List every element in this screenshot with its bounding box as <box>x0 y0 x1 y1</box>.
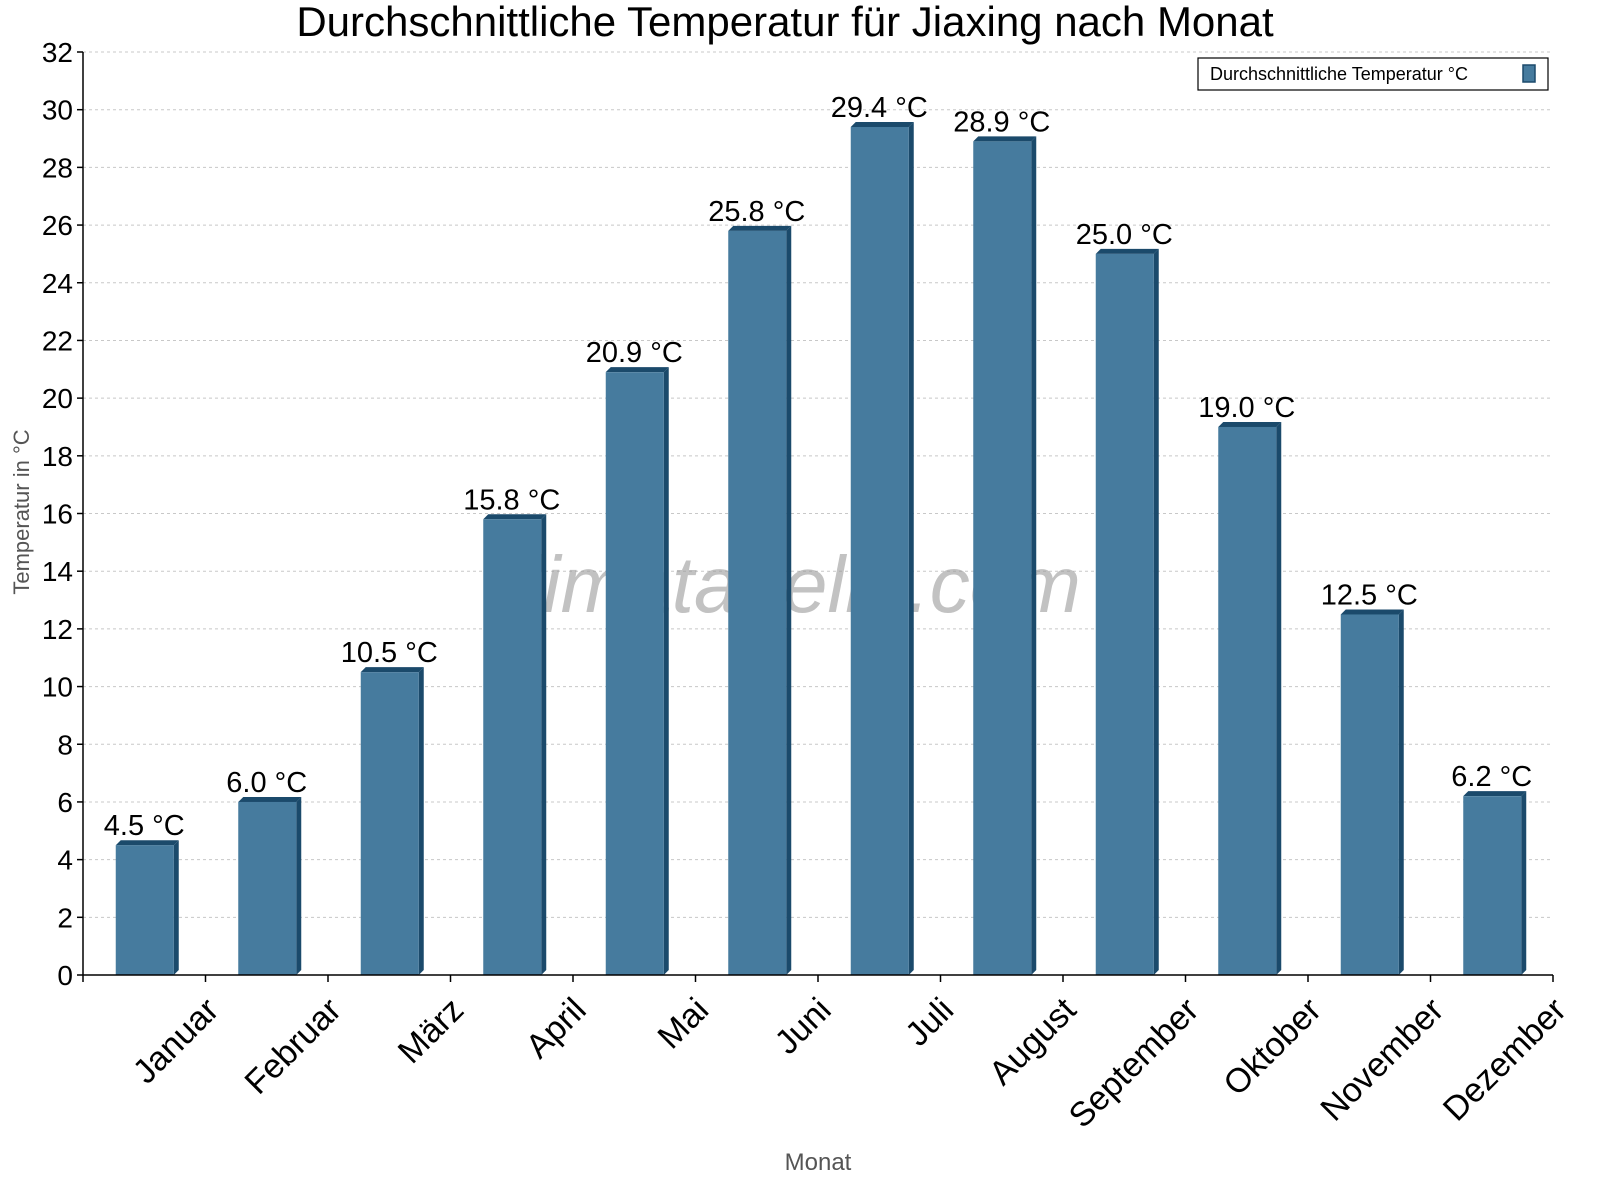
data-label: 6.0 °C <box>226 767 307 799</box>
y-tick-label: 0 <box>57 960 73 991</box>
legend: Durchschnittliche Temperatur °C <box>1197 57 1549 91</box>
bar-top <box>605 367 669 373</box>
bar-top <box>850 121 914 127</box>
x-tick-label: April <box>519 991 594 1066</box>
x-tick-label: März <box>391 991 471 1071</box>
bar-top <box>1340 609 1404 615</box>
bar-top <box>728 225 792 231</box>
bar-side <box>418 667 424 975</box>
x-tick-label: Mai <box>651 991 717 1057</box>
legend-box <box>1197 57 1549 91</box>
bar <box>1463 796 1522 975</box>
data-label: 19.0 °C <box>1198 392 1295 424</box>
y-tick-label: 32 <box>42 37 73 68</box>
bar <box>483 519 542 975</box>
y-tick-label: 20 <box>42 383 73 414</box>
y-tick-label: 24 <box>42 268 73 299</box>
data-label: 4.5 °C <box>104 810 185 842</box>
chart-title: Durchschnittliche Temperatur für Jiaxing… <box>296 0 1274 45</box>
legend-label: Durchschnittliche Temperatur °C <box>1210 64 1468 84</box>
bar-side <box>908 121 914 975</box>
bar <box>360 672 419 975</box>
data-label: 25.8 °C <box>708 196 805 228</box>
x-tick-label: November <box>1313 991 1451 1129</box>
bar-top <box>1463 791 1527 797</box>
bar-side <box>1276 421 1282 975</box>
x-tick-label: Februar <box>238 991 349 1102</box>
data-label: 15.8 °C <box>463 484 560 516</box>
gridlines <box>83 51 1553 918</box>
y-axis-label: Temperatur in °C <box>9 429 34 594</box>
y-tick-label: 28 <box>42 152 73 183</box>
bars: 4.5 °C 6.0 °C 10.5 °C 15.8 °C 20.9 °C 25.8 °C… <box>104 92 1532 976</box>
y-tick-label: 30 <box>42 95 73 126</box>
x-tick-label: September <box>1062 991 1206 1135</box>
bar-top <box>238 796 302 802</box>
bar <box>605 372 664 975</box>
x-tick-label: Juli <box>898 991 961 1054</box>
data-label: 10.5 °C <box>341 637 438 669</box>
data-label: 25.0 °C <box>1076 219 1173 251</box>
data-label: 6.2 °C <box>1451 761 1532 793</box>
bar-side <box>1398 609 1404 975</box>
y-tick-label: 18 <box>42 441 73 472</box>
x-tick-label: Oktober <box>1216 991 1328 1103</box>
bar <box>973 141 1032 975</box>
x-axis-label: Monat <box>785 1149 852 1176</box>
y-tick-label: 14 <box>42 556 73 587</box>
y-tick-label: 26 <box>42 210 73 241</box>
bar-top <box>483 514 547 520</box>
bar-side <box>541 514 547 975</box>
bar <box>1340 614 1399 975</box>
bar-side <box>1521 791 1527 975</box>
data-label: 20.9 °C <box>586 337 683 369</box>
bar-side <box>786 225 792 976</box>
bar-side <box>1153 248 1159 975</box>
bar-top <box>1218 421 1282 427</box>
bar-top <box>115 840 179 846</box>
y-tick-label: 2 <box>57 902 73 933</box>
y-tick-label: 8 <box>57 729 73 760</box>
legend-swatch <box>1522 64 1536 83</box>
y-tick-label: 12 <box>42 614 73 645</box>
bar <box>850 126 909 975</box>
y-tick-label: 6 <box>57 787 73 818</box>
data-label: 12.5 °C <box>1321 579 1418 611</box>
data-label: 28.9 °C <box>953 106 1050 138</box>
bar-side <box>663 367 669 975</box>
bar-side <box>296 796 302 975</box>
x-tick-label: August <box>982 990 1084 1092</box>
bar-top <box>973 136 1037 142</box>
x-tick-label: Dezember <box>1436 991 1574 1129</box>
bar <box>238 801 297 975</box>
y-tick-label: 4 <box>57 845 73 876</box>
bar <box>115 845 174 975</box>
bar-top <box>360 667 424 673</box>
x-tick-label: Juni <box>768 991 839 1062</box>
y-tick-label: 16 <box>42 499 73 530</box>
bar <box>1095 253 1154 975</box>
bar-top <box>1095 248 1159 254</box>
y-tick-label: 10 <box>42 672 73 703</box>
bar <box>728 230 787 976</box>
bar-side <box>1031 136 1037 975</box>
bar <box>1218 426 1277 975</box>
data-label: 29.4 °C <box>831 92 928 124</box>
x-tick-label: Januar <box>126 991 226 1091</box>
bar-side <box>173 840 179 975</box>
y-tick-label: 22 <box>42 325 73 356</box>
